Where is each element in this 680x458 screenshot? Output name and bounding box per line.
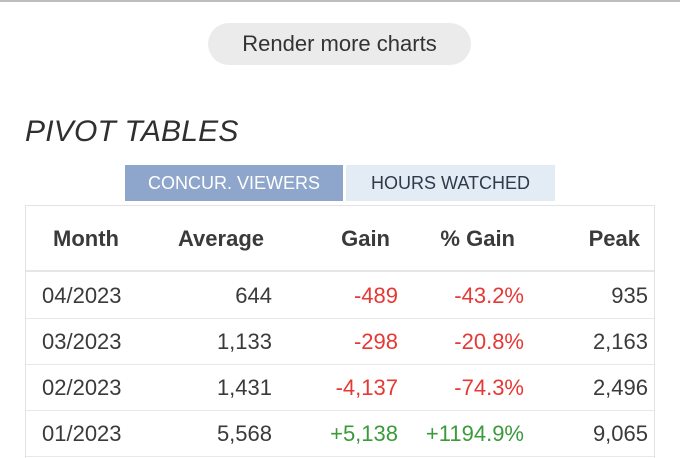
- table-row: 02/2023 1,431 -4,137 -74.3% 2,496: [26, 365, 654, 411]
- tab-concur-viewers[interactable]: CONCUR. VIEWERS: [125, 165, 343, 201]
- cell-gain: -489: [353, 283, 398, 308]
- cell-gain: -298: [353, 329, 398, 354]
- cell-peak: 935: [611, 283, 648, 308]
- top-divider: [0, 0, 680, 2]
- table-row: 01/2023 5,568 +5,138 +1194.9% 9,065: [26, 411, 654, 457]
- cell-pct-gain: -74.3%: [454, 375, 524, 400]
- table-header-row: Month Average Gain % Gain Peak: [26, 206, 654, 272]
- header-average[interactable]: Average: [177, 226, 264, 251]
- cell-average: 5,568: [216, 421, 272, 446]
- cell-month: 01/2023: [42, 421, 122, 446]
- section-title: PIVOT TABLES: [25, 115, 239, 148]
- cell-average: 644: [235, 283, 272, 308]
- cell-pct-gain: -20.8%: [454, 329, 524, 354]
- header-pct-gain[interactable]: % Gain: [440, 226, 515, 251]
- cell-month: 03/2023: [42, 329, 122, 354]
- table-row: 04/2023 644 -489 -43.2% 935: [26, 273, 654, 319]
- pivot-table: Month Average Gain % Gain Peak 04/2023 6…: [25, 205, 655, 458]
- header-gain[interactable]: Gain: [341, 226, 390, 251]
- cell-peak: 9,065: [592, 421, 648, 446]
- cell-month: 02/2023: [42, 375, 122, 400]
- cell-pct-gain: +1194.9%: [425, 421, 524, 446]
- tab-hours-watched[interactable]: HOURS WATCHED: [346, 165, 555, 201]
- cell-month: 04/2023: [42, 283, 122, 308]
- cell-gain: +5,138: [330, 421, 398, 446]
- header-peak[interactable]: Peak: [588, 226, 640, 251]
- cell-gain: -4,137: [335, 375, 398, 400]
- cell-peak: 2,163: [592, 329, 648, 354]
- cell-average: 1,431: [216, 375, 272, 400]
- header-month[interactable]: Month: [53, 226, 119, 251]
- render-more-charts-button[interactable]: Render more charts: [208, 23, 471, 65]
- cell-average: 1,133: [216, 329, 272, 354]
- cell-pct-gain: -43.2%: [454, 283, 524, 308]
- cell-peak: 2,496: [592, 375, 648, 400]
- table-row: 03/2023 1,133 -298 -20.8% 2,163: [26, 319, 654, 365]
